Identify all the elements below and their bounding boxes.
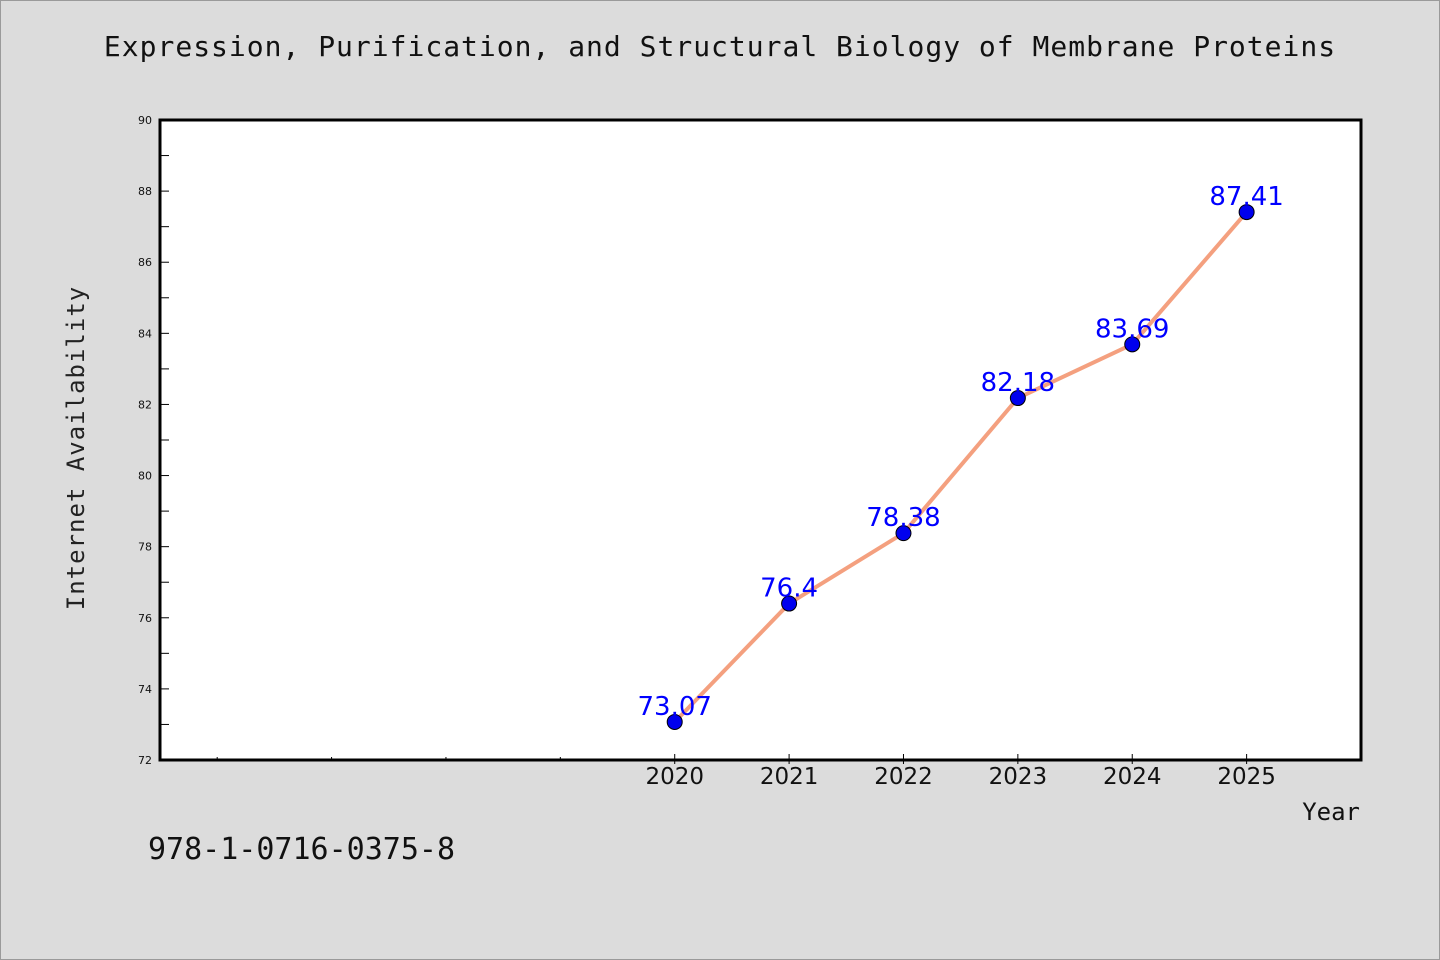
y-axis-ticks: 72 74 76 78 80 82 84 86 88 90 (138, 114, 169, 767)
y-tick-label: 86 (138, 256, 152, 269)
x-tick-label: 2021 (760, 764, 819, 790)
y-tick-label: 84 (138, 327, 152, 340)
x-tick-label: 2024 (1103, 764, 1162, 790)
data-point (781, 595, 798, 612)
y-tick-label: 76 (138, 612, 152, 625)
data-label: 78.38 (866, 503, 940, 533)
y-tick-label: 90 (138, 114, 152, 127)
series-group: 73.07 76.4 78.38 82.18 83.69 87.41 (637, 182, 1284, 730)
y-tick-label: 82 (138, 398, 152, 411)
data-label: 76.4 (760, 574, 818, 604)
data-label: 73.07 (637, 692, 711, 722)
data-point (895, 525, 912, 542)
y-tick-label: 74 (138, 683, 152, 696)
minor-tick-group (160, 155, 561, 761)
x-tick-label: 2025 (1217, 764, 1276, 790)
data-point (666, 713, 683, 730)
chart-title: Expression, Purification, and Structural… (103, 30, 1337, 63)
x-tick-label: 2022 (874, 764, 933, 790)
y-axis-label: Internet Availability (62, 286, 90, 610)
data-point (1009, 390, 1026, 407)
plot-area (158, 118, 1363, 762)
y-tick-label: 78 (138, 541, 152, 554)
isbn-text: 978-1-0716-0375-8 (148, 832, 456, 867)
data-label: 82.18 (981, 368, 1055, 398)
x-tick-label: 2020 (645, 764, 704, 790)
y-tick-label: 88 (138, 185, 152, 198)
data-label: 83.69 (1095, 314, 1169, 344)
y-tick-label: 80 (138, 470, 152, 483)
x-tick-label: 2023 (989, 764, 1048, 790)
data-label: 87.41 (1209, 182, 1283, 212)
series-line (672, 210, 1249, 724)
x-axis-ticks: 2020 2021 2022 2023 2024 2025 (645, 754, 1276, 790)
data-point (1238, 204, 1255, 221)
data-point (1124, 336, 1141, 353)
x-axis-label: Year (1302, 798, 1360, 826)
y-tick-label: 72 (138, 754, 152, 767)
